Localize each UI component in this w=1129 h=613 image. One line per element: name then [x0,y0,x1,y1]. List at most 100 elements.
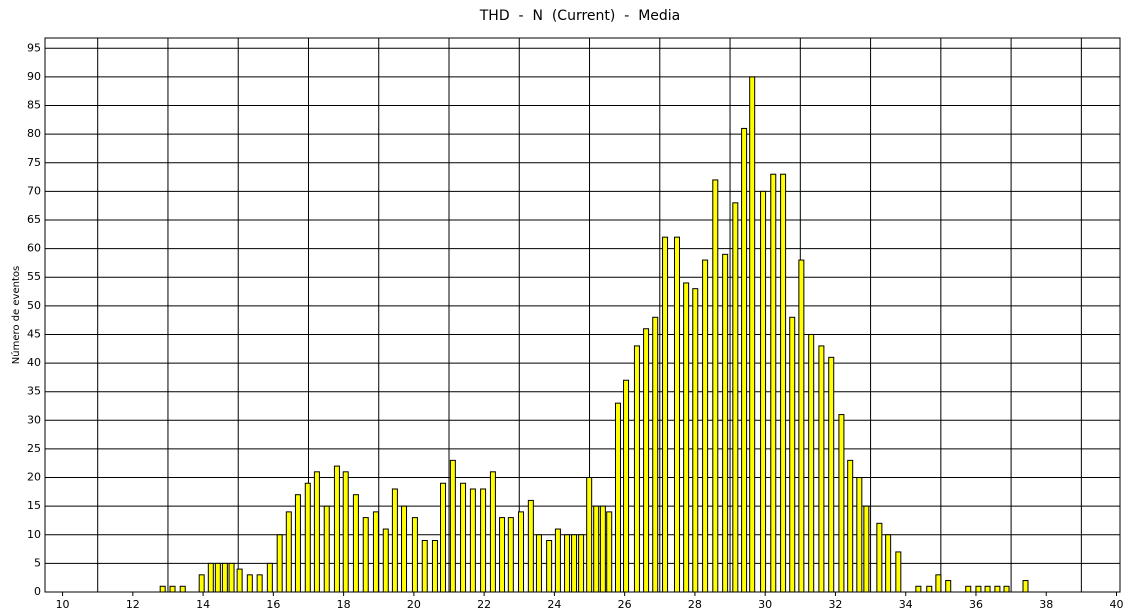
bar [945,580,952,593]
bar [266,562,273,593]
bar [1022,580,1029,593]
y-tick-label: 50 [27,299,41,312]
y-tick-label: 70 [27,184,41,197]
bar [984,585,991,593]
bar [554,528,561,593]
bar [994,585,1001,593]
bar [564,534,571,593]
bar [323,505,330,593]
bar [965,585,972,593]
y-tick-label: 20 [27,471,41,484]
bar [333,465,340,593]
bar [895,551,902,593]
bar [169,585,176,593]
x-tick-label: 18 [337,598,351,611]
bar [863,505,870,593]
bar [692,288,699,593]
bar [304,482,311,593]
bar [382,528,389,593]
y-tick-label: 95 [27,41,41,54]
bar [507,517,514,593]
bar [808,333,815,593]
bar [401,505,408,593]
y-axis-label: Número de eventos [10,266,22,364]
x-tick-label: 32 [828,598,842,611]
bar [838,414,845,593]
bar [460,482,467,593]
bar [926,585,933,593]
bar [159,585,166,593]
bar [633,345,640,593]
y-tick-label: 40 [27,356,41,369]
bar [294,494,301,593]
bar [828,356,835,593]
x-tick-label: 14 [196,598,210,611]
bar [546,539,553,593]
bar [614,402,621,593]
bar [342,471,349,593]
x-tick-label: 38 [1039,598,1053,611]
bar [818,345,825,593]
x-tick-label: 10 [56,598,70,611]
bar [847,459,854,593]
bar [198,574,205,593]
bar [535,534,542,593]
bar [372,511,379,593]
bar [885,534,892,593]
bar [228,562,235,593]
bar [179,585,186,593]
bar [352,494,359,593]
x-tick-label: 16 [266,598,280,611]
bar [480,488,487,593]
y-tick-label: 65 [27,213,41,226]
bar [1003,585,1010,593]
bar [732,202,739,593]
bar [313,471,320,593]
y-tick-label: 75 [27,156,41,169]
x-tick-label: 28 [688,598,702,611]
bar [276,534,283,593]
y-tick-label: 60 [27,242,41,255]
bar [798,259,805,593]
bar [593,505,600,593]
bar [214,562,221,593]
x-tick-label: 12 [126,598,140,611]
bar [221,562,228,593]
bar [489,471,496,593]
y-tick-label: 85 [27,99,41,112]
bar [411,517,418,593]
bar [421,539,428,593]
bar [789,316,796,593]
bar [391,488,398,593]
y-tick-label: 0 [34,585,41,598]
bar [285,511,292,593]
bar [571,534,578,593]
bar [780,173,787,593]
bar [975,585,982,593]
bar [643,328,650,593]
bar [499,517,506,593]
bar [256,574,263,593]
bar [935,574,942,593]
bar [702,259,709,593]
bar [469,488,476,593]
bar [741,127,748,593]
y-tick-label: 10 [27,528,41,541]
x-tick-label: 26 [618,598,632,611]
bar [760,190,767,593]
bar [440,482,447,593]
bar [674,236,681,593]
y-tick-label: 30 [27,413,41,426]
x-tick-label: 22 [477,598,491,611]
bar [246,574,253,593]
bar [449,459,456,593]
bar [876,522,883,593]
bar [236,568,243,593]
bar [578,534,585,593]
bar [527,499,534,593]
bar [623,379,630,593]
y-tick-label: 90 [27,70,41,83]
bar [362,517,369,593]
y-tick-label: 15 [27,499,41,512]
